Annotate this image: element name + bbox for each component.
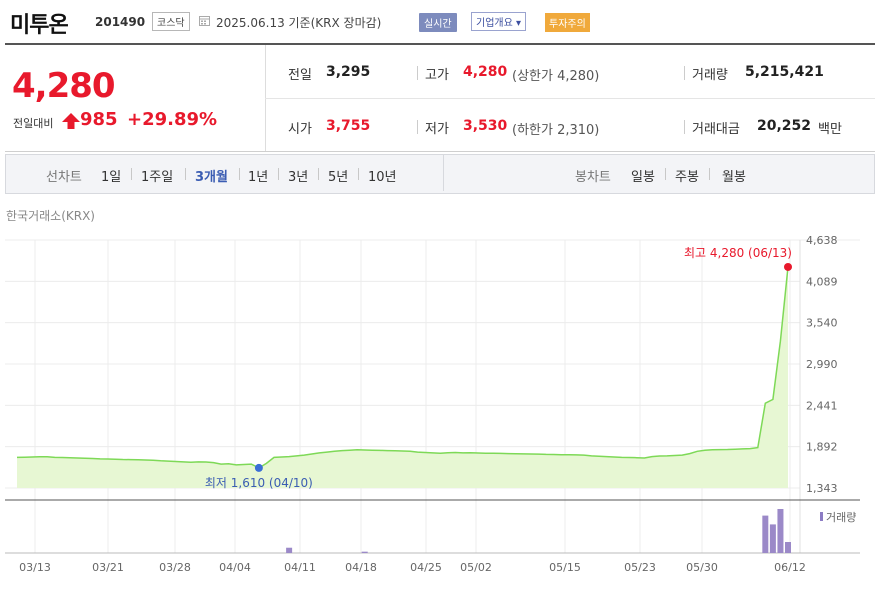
change-value: 985 [80,109,118,130]
x-tick-label: 04/11 [284,561,316,574]
separator [278,168,279,180]
volume-bar [785,542,791,553]
stock-name: 미투온 [10,13,69,38]
x-tick-label: 05/02 [460,561,492,574]
high-value: 4,280 [463,64,508,80]
x-tick-label: 04/25 [410,561,442,574]
period-selector-bar [5,154,875,194]
company-overview-dropdown[interactable]: 기업개요 ▾ [471,12,526,31]
y-tick-label: 1,892 [806,441,838,454]
x-tick-label: 03/13 [19,561,51,574]
period-1d[interactable]: 1일 [101,170,122,185]
low-point [254,463,263,472]
up-arrow-icon [62,113,80,129]
y-tick-label: 4,089 [806,275,838,288]
open-value: 3,755 [326,118,371,134]
low-label: 저가 [425,122,449,137]
candle-daily[interactable]: 일봉 [631,170,655,185]
separator [318,168,319,180]
x-tick-label: 05/23 [624,561,656,574]
period-bar-divider [443,155,444,191]
separator [239,168,240,180]
period-10y[interactable]: 10년 [368,170,397,185]
period-5y[interactable]: 5년 [328,170,349,185]
chart-grid [5,239,860,554]
low-annotation: 최저 1,610 (04/10) [205,476,313,490]
x-tick-label: 03/28 [159,561,191,574]
x-tick-label: 06/12 [774,561,806,574]
period-1y[interactable]: 1년 [248,170,269,185]
current-price: 4,280 [12,66,116,106]
upper-limit: (상한가 4,280) [512,69,600,84]
period-3y[interactable]: 3년 [288,170,309,185]
x-tick-label: 04/04 [219,561,251,574]
y-tick-label: 4,638 [806,234,838,247]
trade-value-unit: 백만 [818,122,842,137]
open-label: 시가 [288,122,312,137]
line-chart-label: 선차트 [46,170,82,185]
candle-chart-label: 봉차트 [575,170,611,185]
candle-monthly[interactable]: 월봉 [722,170,746,185]
y-tick-label: 1,343 [806,482,838,495]
price-area [17,266,788,488]
volume-bar [361,551,368,553]
high-label: 고가 [425,68,449,83]
volume-bar [777,509,784,553]
change-percent: +29.89% [127,109,218,130]
separator [709,168,710,180]
header-divider [5,43,875,45]
low-value: 3,530 [463,118,508,134]
axis-ticks: 4,638 4,089 3,540 2,990 2,441 1,892 1,343 03/13… [19,234,837,574]
realtime-button[interactable]: 실시간 [419,13,457,32]
stock-code: 201490 [95,15,146,29]
volume-value: 5,215,421 [745,64,824,80]
separator [417,120,418,134]
volume-label: 거래량 [692,68,728,83]
x-tick-label: 05/15 [549,561,581,574]
market-badge: 코스닥 [152,12,190,31]
volume-bars: 거래량 [286,509,856,553]
investment-warning-badge: 투자주의 [545,13,590,32]
separator [131,168,132,180]
quote-row-divider [265,98,875,99]
separator [358,168,359,180]
quote-box-bottom [5,151,875,152]
high-point [784,262,792,271]
price-line [16,266,789,469]
period-1w[interactable]: 1주일 [141,170,174,185]
y-tick-label: 2,990 [806,358,838,371]
y-tick-label: 2,441 [806,399,838,412]
calendar-icon [199,16,210,26]
volume-bar [769,524,776,553]
separator [417,66,418,80]
separator [684,66,685,80]
trade-value-label: 거래대금 [692,122,740,137]
separator [185,168,186,180]
volume-bar [762,515,769,553]
base-date: 2025.06.13 기준(KRX 장마감) [216,16,382,30]
y-tick-label: 3,540 [806,317,838,330]
annotations: 최고 4,280 (06/13) 최저 1,610 (04/10) [205,246,792,490]
prev-close-value: 3,295 [326,64,371,80]
exchange-label: 한국거래소(KRX) [6,209,95,223]
separator [684,120,685,134]
change-label: 전일대비 [13,117,54,130]
x-tick-label: 03/21 [92,561,124,574]
prev-close-label: 전일 [288,68,312,83]
period-3m[interactable]: 3개월 [195,170,228,185]
x-tick-label: 04/18 [345,561,377,574]
lower-limit: (하한가 2,310) [512,123,600,138]
candle-weekly[interactable]: 주봉 [675,170,699,185]
separator [665,168,666,180]
high-annotation: 최고 4,280 (06/13) [684,246,792,260]
trade-value: 20,252 [757,118,812,134]
volume-bar [286,547,293,553]
volume-legend-swatch [820,512,823,521]
volume-legend-label: 거래량 [826,511,856,524]
x-tick-label: 05/30 [686,561,718,574]
